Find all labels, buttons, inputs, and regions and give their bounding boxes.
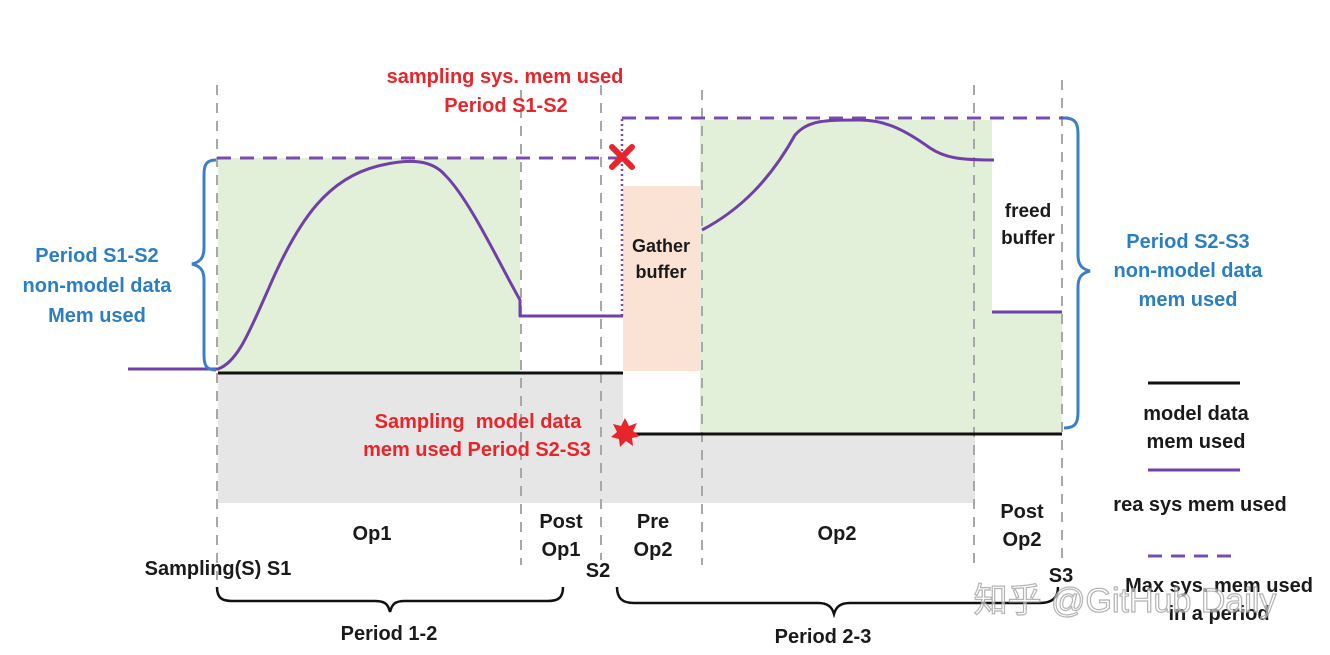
period-1-2-label: Period 1-2 xyxy=(341,623,438,645)
period-2-3-brace xyxy=(615,586,1060,619)
op1-nonmodel-area xyxy=(218,158,520,373)
watermark: 知乎 @GitHub Daily xyxy=(974,582,1277,620)
right-brace-label-line3: mem used xyxy=(1139,289,1238,311)
phase-post-op1-label-line2: Op1 xyxy=(542,539,581,561)
phase-op1-label: Op1 xyxy=(353,523,392,545)
sampling-point-s3-label: S3 xyxy=(1049,565,1073,587)
phase-post-op2-label-line2: Op2 xyxy=(1003,529,1042,551)
real-sys-mem-curve-op1 xyxy=(128,159,623,371)
freed-buffer-label-line1: freed xyxy=(1005,201,1051,222)
legend-real-sys-label: rea sys mem used xyxy=(1113,494,1286,516)
legend-max-sys-label-line2: in a period xyxy=(1168,603,1269,625)
post-op2-nonmodel-area xyxy=(992,312,1062,434)
sampling-model-data-star-marker xyxy=(611,418,640,447)
sampling-sys-mem-label-line2: Period S1-S2 xyxy=(444,95,567,117)
sampling-model-data-label-line1: Sampling model data xyxy=(375,411,583,433)
right-brace-label-line1: Period S2-S3 xyxy=(1126,231,1249,253)
freed-buffer-label-line2: buffer xyxy=(1001,228,1055,249)
sampling-sys-mem-cross-marker xyxy=(609,144,635,170)
gather-buffer-label-line2: buffer xyxy=(636,262,687,282)
left-brace xyxy=(191,158,217,372)
phase-separators xyxy=(216,80,1063,580)
gather-buffer-area xyxy=(623,186,700,371)
real-sys-mem-curve-op2 xyxy=(701,118,995,232)
phase-op2-label: Op2 xyxy=(818,523,857,545)
left-brace-label-line2: non-model data xyxy=(23,275,173,297)
legend-model-data-label-line2: mem used xyxy=(1147,431,1246,453)
right-brace xyxy=(1063,116,1091,430)
sampling-point-s2-label: S2 xyxy=(586,560,610,582)
op2-nonmodel-area xyxy=(700,120,992,434)
legend-max-sys-label-line1: Max sys. mem used xyxy=(1125,575,1313,597)
left-brace-label-line3: Mem used xyxy=(48,305,146,327)
sampling-model-data-label-line2: mem used Period S2-S3 xyxy=(363,439,591,461)
phase-pre-op2-label-line1: Pre xyxy=(637,511,669,533)
sampling-sys-mem-label-line1: sampling sys. mem used xyxy=(387,66,624,88)
legend-model-data-label-line1: model data xyxy=(1143,403,1249,425)
model-data-area-op2 xyxy=(623,434,975,503)
phase-post-op2-label-line1: Post xyxy=(1000,501,1044,523)
period-1-2-brace xyxy=(215,586,565,613)
model-data-area xyxy=(218,373,623,503)
right-brace-label-line2: non-model data xyxy=(1114,260,1264,282)
phase-pre-op2-label-line2: Op2 xyxy=(634,539,673,561)
gather-buffer-label-line1: Gather xyxy=(632,236,690,256)
period-2-3-label: Period 2-3 xyxy=(775,626,872,648)
phase-post-op1-label-line1: Post xyxy=(539,511,583,533)
left-brace-label-line1: Period S1-S2 xyxy=(35,245,158,267)
sampling-point-s1-label: Sampling(S) S1 xyxy=(145,558,292,580)
